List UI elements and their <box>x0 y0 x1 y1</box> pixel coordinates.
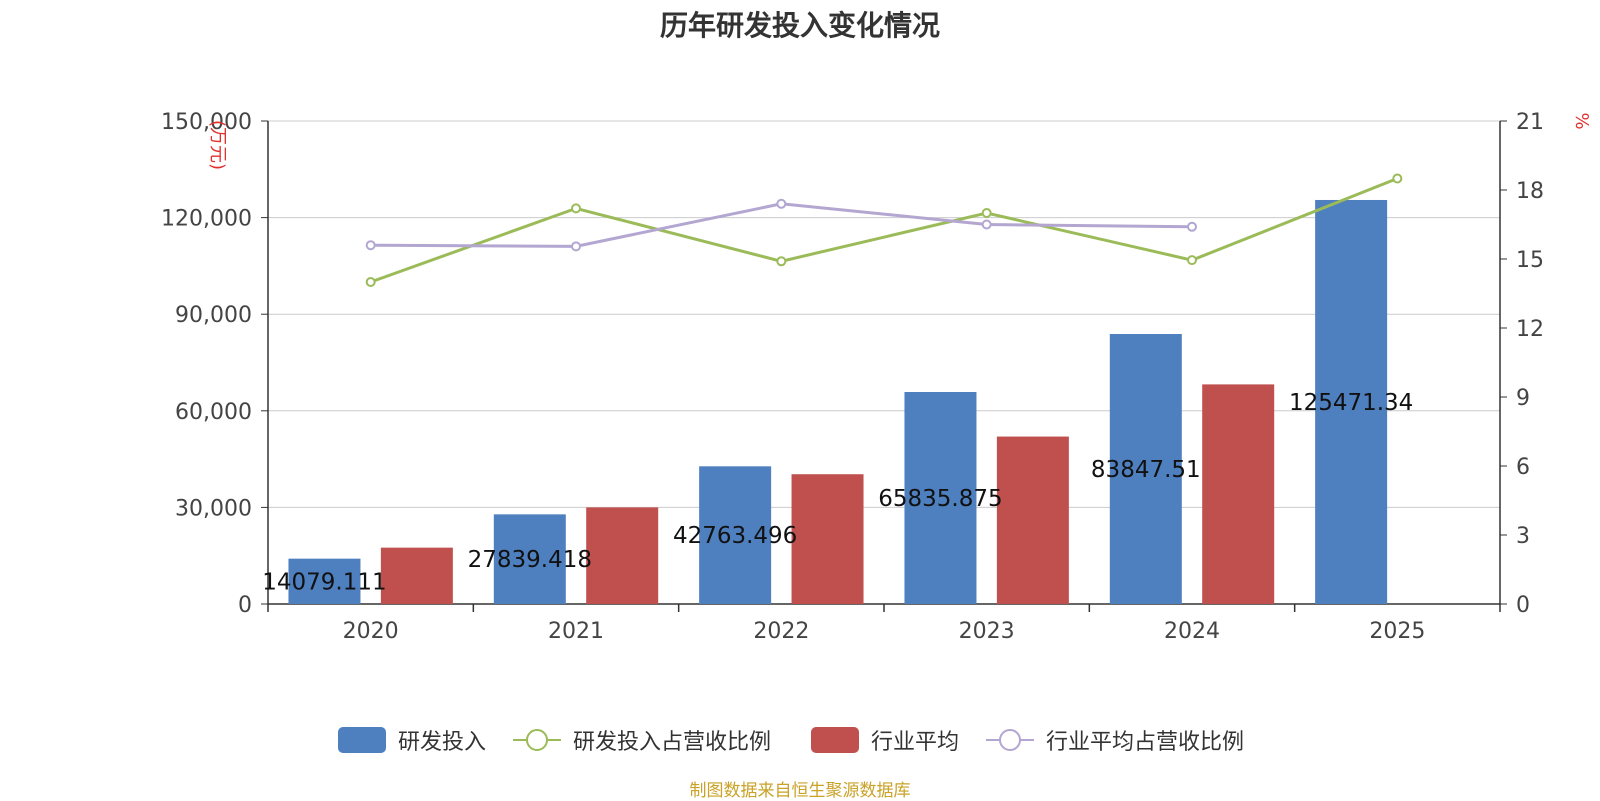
left-axis-tick-label: 60,000 <box>175 400 252 425</box>
x-axis-tick-label: 2024 <box>1164 619 1220 644</box>
right-axis-tick-label: 6 <box>1516 455 1530 480</box>
point-industry-ratio <box>1187 221 1197 232</box>
legend-item-rd-ratio[interactable]: 研发投入占营收比例 <box>513 720 771 760</box>
chart-title: 历年研发投入变化情况 <box>659 9 940 42</box>
right-axis-tick-label: 18 <box>1516 179 1544 204</box>
legend-label-rd-investment: 研发投入 <box>398 730 487 755</box>
right-axis-tick-label: 0 <box>1516 593 1530 618</box>
right-axis-tick-label: 21 <box>1516 110 1544 135</box>
point-rd-ratio <box>1392 173 1403 184</box>
left-axis-tick-label: 30,000 <box>175 496 252 521</box>
bar-rd-investment <box>699 466 772 604</box>
data-label-rd-investment: 42763.496 <box>673 523 797 549</box>
data-source-note: 制图数据来自恒生聚源数据库 <box>689 781 911 801</box>
x-axis-tick-label: 2023 <box>959 619 1015 644</box>
right-axis-tick-label: 3 <box>1516 524 1530 549</box>
right-axis-unit-label: % <box>1571 112 1592 129</box>
data-label-rd-investment: 83847.51 <box>1091 457 1201 483</box>
line-rd-ratio <box>370 177 1398 284</box>
bar-rd-investment <box>288 558 361 604</box>
point-industry-ratio <box>365 240 376 251</box>
legend-item-industry-average[interactable]: 行业平均 <box>811 720 959 760</box>
legend-label-industry-ratio: 行业平均占营收比例 <box>1046 730 1245 755</box>
point-rd-ratio <box>571 203 581 214</box>
x-axis-tick-label: 2022 <box>753 619 809 644</box>
bar-rd-investment <box>493 514 566 604</box>
left-axis-tick-label: 150,000 <box>161 110 252 135</box>
point-industry-ratio <box>981 219 992 230</box>
legend: 研发投入 研发投入占营收比例 行业平均 行业平均占营收比例 <box>0 720 1600 760</box>
legend-swatch-rd-ratio <box>513 727 561 753</box>
left-axis-unit-label: (万元) <box>207 120 228 170</box>
legend-swatch-industry-average <box>811 727 859 753</box>
point-rd-ratio <box>1187 255 1197 266</box>
data-label-rd-investment: 125471.34 <box>1289 390 1413 416</box>
bar-industry-average <box>996 436 1069 604</box>
bar-rd-investment <box>1315 199 1388 604</box>
bar-rd-investment <box>1109 334 1182 604</box>
point-rd-ratio <box>981 208 992 218</box>
point-industry-ratio <box>776 198 787 209</box>
right-axis-tick-label: 9 <box>1516 386 1530 411</box>
legend-label-rd-ratio: 研发投入占营收比例 <box>573 730 772 755</box>
x-axis-tick-label: 2021 <box>548 619 604 644</box>
data-label-rd-investment: 65835.875 <box>878 486 1002 512</box>
x-axis-tick-label: 2025 <box>1369 619 1425 644</box>
legend-swatch-industry-ratio <box>986 727 1034 753</box>
x-axis-tick-label: 2020 <box>343 619 399 644</box>
legend-item-industry-ratio[interactable]: 行业平均占营收比例 <box>986 720 1244 760</box>
point-rd-ratio <box>365 277 376 287</box>
legend-swatch-rd-investment <box>338 727 386 753</box>
bar-rd-investment <box>904 392 977 604</box>
point-rd-ratio <box>776 256 787 267</box>
bar-industry-average <box>380 547 453 604</box>
bar-industry-average <box>1202 384 1275 604</box>
left-axis-tick-label: 120,000 <box>161 207 252 232</box>
data-label-rd-investment: 14079.111 <box>262 569 386 595</box>
data-label-rd-investment: 27839.418 <box>468 547 592 573</box>
line-industry-ratio <box>370 202 1193 248</box>
right-axis-tick-label: 15 <box>1516 248 1544 273</box>
point-industry-ratio <box>571 241 581 252</box>
right-axis-tick-label: 12 <box>1516 317 1544 342</box>
legend-label-industry-average: 行业平均 <box>871 730 960 755</box>
bar-industry-average <box>791 474 864 604</box>
legend-item-rd-investment[interactable]: 研发投入 <box>338 720 486 760</box>
left-axis-tick-label: 0 <box>238 593 252 618</box>
left-axis-tick-label: 90,000 <box>175 303 252 328</box>
bar-industry-average <box>586 507 659 604</box>
